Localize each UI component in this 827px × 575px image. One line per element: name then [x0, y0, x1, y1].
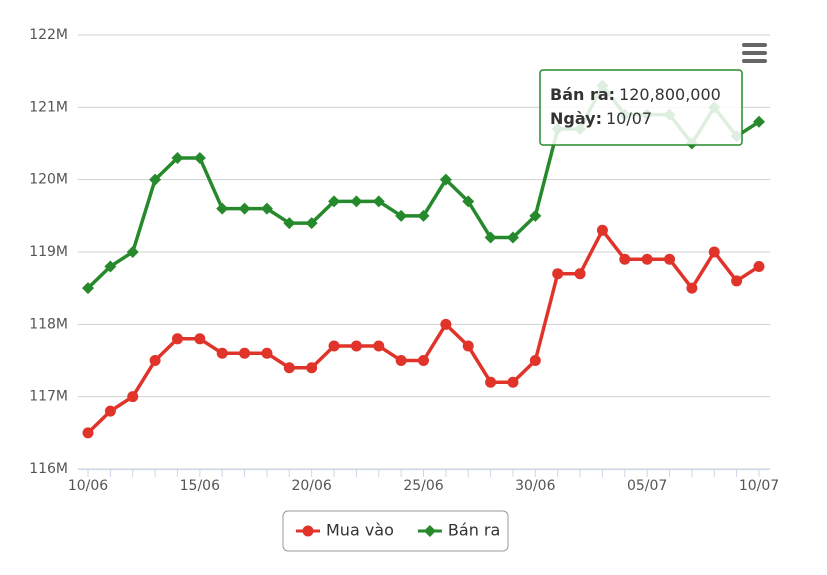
- y-tick-label: 119M: [29, 244, 68, 260]
- legend-marker: [423, 525, 436, 537]
- point-marker: [194, 333, 206, 345]
- x-tick-label: 15/06: [180, 478, 220, 494]
- x-tick-label: 10/07: [739, 478, 779, 494]
- point-marker: [306, 362, 318, 374]
- point-marker: [127, 391, 139, 403]
- point-marker: [283, 217, 296, 230]
- legend-item[interactable]: Bán ra: [417, 521, 500, 540]
- point-marker: [372, 195, 385, 208]
- point-marker: [328, 340, 340, 352]
- tooltip-label: Bán ra:: [550, 85, 615, 104]
- y-tick-label: 118M: [29, 316, 68, 332]
- point-marker: [350, 340, 362, 352]
- tooltip-box: [539, 69, 743, 146]
- point-marker: [238, 202, 251, 215]
- point-marker: [417, 209, 430, 222]
- legend-marker: [302, 525, 314, 537]
- point-marker: [328, 195, 341, 208]
- y-tick-label: 120M: [29, 172, 68, 188]
- point-marker: [395, 355, 407, 366]
- tooltip-value: 10/07: [606, 109, 652, 128]
- tooltip-line: Bán ra: 120,800,000: [550, 85, 721, 104]
- x-tick-label: 25/06: [403, 478, 443, 494]
- tooltip: Bán ra: 120,800,000 Ngày: 10/07: [539, 69, 743, 146]
- point-marker: [216, 347, 228, 359]
- point-marker: [619, 253, 631, 265]
- point-marker: [149, 173, 162, 186]
- point-marker: [149, 355, 161, 366]
- point-marker: [261, 347, 273, 359]
- point-marker: [485, 376, 497, 388]
- legend-label: Mua vào: [326, 521, 394, 540]
- series-line: [86, 228, 760, 435]
- legend: Mua vào Bán ra: [282, 510, 509, 552]
- point-marker: [171, 151, 184, 164]
- legend-box: [282, 510, 509, 552]
- point-marker: [239, 347, 251, 359]
- point-marker: [126, 246, 139, 258]
- point-marker: [708, 246, 720, 258]
- point-marker: [506, 231, 519, 244]
- point-marker: [283, 362, 295, 374]
- point-marker: [418, 355, 429, 366]
- point-marker: [529, 355, 541, 366]
- tooltip-line: Ngày: 10/07: [550, 109, 652, 128]
- point-marker: [373, 340, 385, 352]
- point-marker: [104, 260, 117, 273]
- point-marker: [484, 231, 497, 244]
- y-tick-label: 121M: [29, 99, 68, 115]
- y-tick-label: 116M: [29, 461, 68, 477]
- legend-item[interactable]: Mua vào: [296, 521, 394, 540]
- point-marker: [753, 260, 765, 272]
- point-marker: [104, 405, 116, 417]
- x-tick-label: 30/06: [515, 478, 555, 494]
- point-marker: [439, 173, 452, 186]
- point-marker: [641, 253, 653, 265]
- point-marker: [529, 209, 542, 222]
- point-marker: [395, 209, 408, 222]
- menu-icon[interactable]: [742, 43, 767, 63]
- point-marker: [462, 340, 474, 352]
- point-marker: [552, 268, 564, 280]
- point-marker: [664, 253, 676, 265]
- point-marker: [305, 217, 318, 230]
- y-tick-label: 122M: [29, 27, 68, 43]
- point-marker: [731, 275, 743, 287]
- point-marker: [507, 376, 519, 388]
- point-marker: [171, 333, 183, 345]
- point-marker: [596, 224, 608, 236]
- point-marker: [82, 282, 94, 295]
- point-marker: [82, 427, 94, 439]
- point-marker: [216, 202, 229, 215]
- point-marker: [260, 202, 273, 215]
- x-tick-label: 20/06: [291, 478, 331, 494]
- point-marker: [350, 195, 363, 208]
- point-marker: [574, 268, 586, 280]
- legend-label: Bán ra: [448, 521, 500, 540]
- point-marker: [440, 318, 452, 330]
- tooltip-label: Ngày:: [550, 109, 602, 128]
- point-marker: [686, 282, 698, 294]
- x-tick-label: 05/07: [627, 478, 667, 494]
- y-tick-label: 117M: [29, 389, 68, 405]
- x-tick-label: 10/06: [68, 478, 108, 494]
- point-marker: [193, 151, 206, 164]
- point-marker: [753, 115, 765, 128]
- tooltip-value: 120,800,000: [619, 85, 721, 104]
- point-marker: [462, 195, 475, 208]
